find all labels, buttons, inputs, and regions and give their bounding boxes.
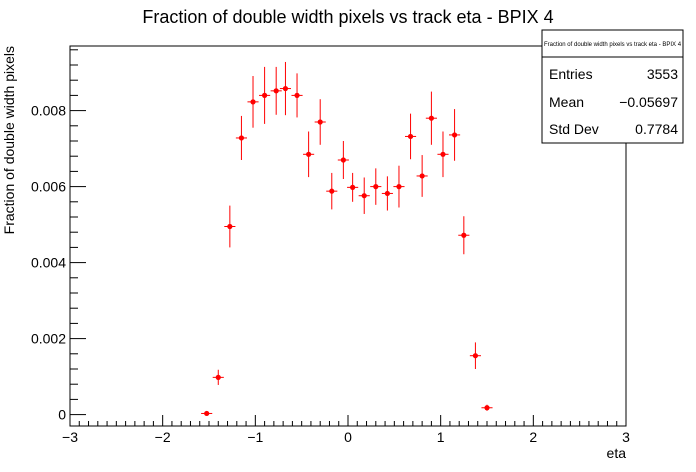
point-marker — [350, 184, 356, 190]
x-tick-label: −1 — [247, 429, 263, 445]
data-point — [425, 91, 437, 145]
point-marker — [250, 99, 256, 105]
point-marker — [204, 410, 210, 417]
x-tick-label: −3 — [62, 429, 78, 445]
stats-box: Fraction of double width pixels vs track… — [541, 29, 684, 144]
data-series — [201, 61, 493, 417]
data-point — [279, 61, 292, 116]
point-marker — [451, 132, 458, 138]
point-marker — [440, 151, 446, 157]
data-point — [201, 410, 213, 417]
x-axis-label: eta — [607, 445, 627, 461]
data-point — [314, 99, 326, 145]
data-point — [247, 76, 259, 128]
stats-entries-label: Entries — [549, 66, 593, 82]
point-marker — [340, 157, 346, 163]
data-point — [381, 176, 393, 211]
x-tick-label: 3 — [622, 429, 630, 445]
data-point — [291, 73, 303, 118]
stats-mean-value: −0.05697 — [619, 94, 678, 110]
x-tick-label: −2 — [155, 429, 171, 445]
data-point — [224, 205, 236, 248]
point-marker — [361, 193, 367, 199]
point-marker — [282, 85, 289, 92]
data-point — [337, 141, 349, 179]
point-marker — [227, 223, 233, 230]
point-marker — [461, 232, 467, 238]
data-point — [481, 404, 493, 411]
point-marker — [262, 92, 268, 98]
y-tick-label: 0.008 — [31, 103, 66, 119]
stats-box-title: Fraction of double width pixels vs track… — [544, 42, 682, 48]
y-axis-label: Fraction of double width pixels — [1, 46, 17, 234]
chart-title: Fraction of double width pixels vs track… — [142, 7, 553, 27]
stats-entries-value: 3553 — [647, 66, 678, 82]
x-tick-label: 2 — [529, 429, 537, 445]
y-tick-label: 0 — [58, 407, 66, 423]
data-point — [259, 66, 271, 124]
data-point — [416, 155, 428, 197]
point-marker — [317, 119, 323, 125]
stats-stddev-value: 0.7784 — [635, 121, 678, 137]
x-tick-label: 0 — [344, 429, 352, 445]
point-marker — [396, 184, 402, 190]
point-marker — [373, 184, 379, 190]
x-axis: −3 −2 −1 0 1 2 3 — [62, 415, 630, 445]
point-marker — [472, 353, 479, 359]
data-point — [235, 115, 247, 160]
point-marker — [419, 173, 425, 179]
data-point — [270, 66, 282, 115]
y-tick-label: 0.006 — [31, 179, 66, 195]
data-point — [370, 168, 382, 205]
y-tick-label: 0.002 — [31, 331, 66, 347]
point-marker — [238, 135, 245, 141]
data-point — [212, 369, 224, 385]
point-marker — [306, 151, 312, 157]
point-marker — [215, 374, 221, 380]
stats-mean-label: Mean — [549, 94, 584, 110]
data-point — [326, 172, 338, 210]
data-point — [358, 177, 370, 214]
point-marker — [329, 188, 335, 194]
point-marker — [407, 133, 414, 140]
point-marker — [484, 405, 490, 411]
data-point — [404, 113, 417, 160]
point-marker — [273, 88, 279, 94]
data-point — [458, 216, 470, 255]
data-point — [393, 165, 405, 208]
data-point — [303, 131, 315, 178]
point-marker — [294, 92, 300, 98]
data-point — [347, 172, 359, 202]
point-marker — [384, 190, 390, 197]
y-tick-label: 0.004 — [31, 255, 66, 271]
y-axis: 0 0.002 0.004 0.006 0.008 — [31, 49, 86, 423]
data-point — [437, 131, 449, 178]
data-point — [449, 109, 461, 161]
stats-stddev-label: Std Dev — [549, 121, 599, 137]
data-point — [469, 342, 481, 369]
stats-box-frame — [541, 29, 684, 144]
point-marker — [428, 115, 434, 121]
x-tick-label: 1 — [437, 429, 445, 445]
